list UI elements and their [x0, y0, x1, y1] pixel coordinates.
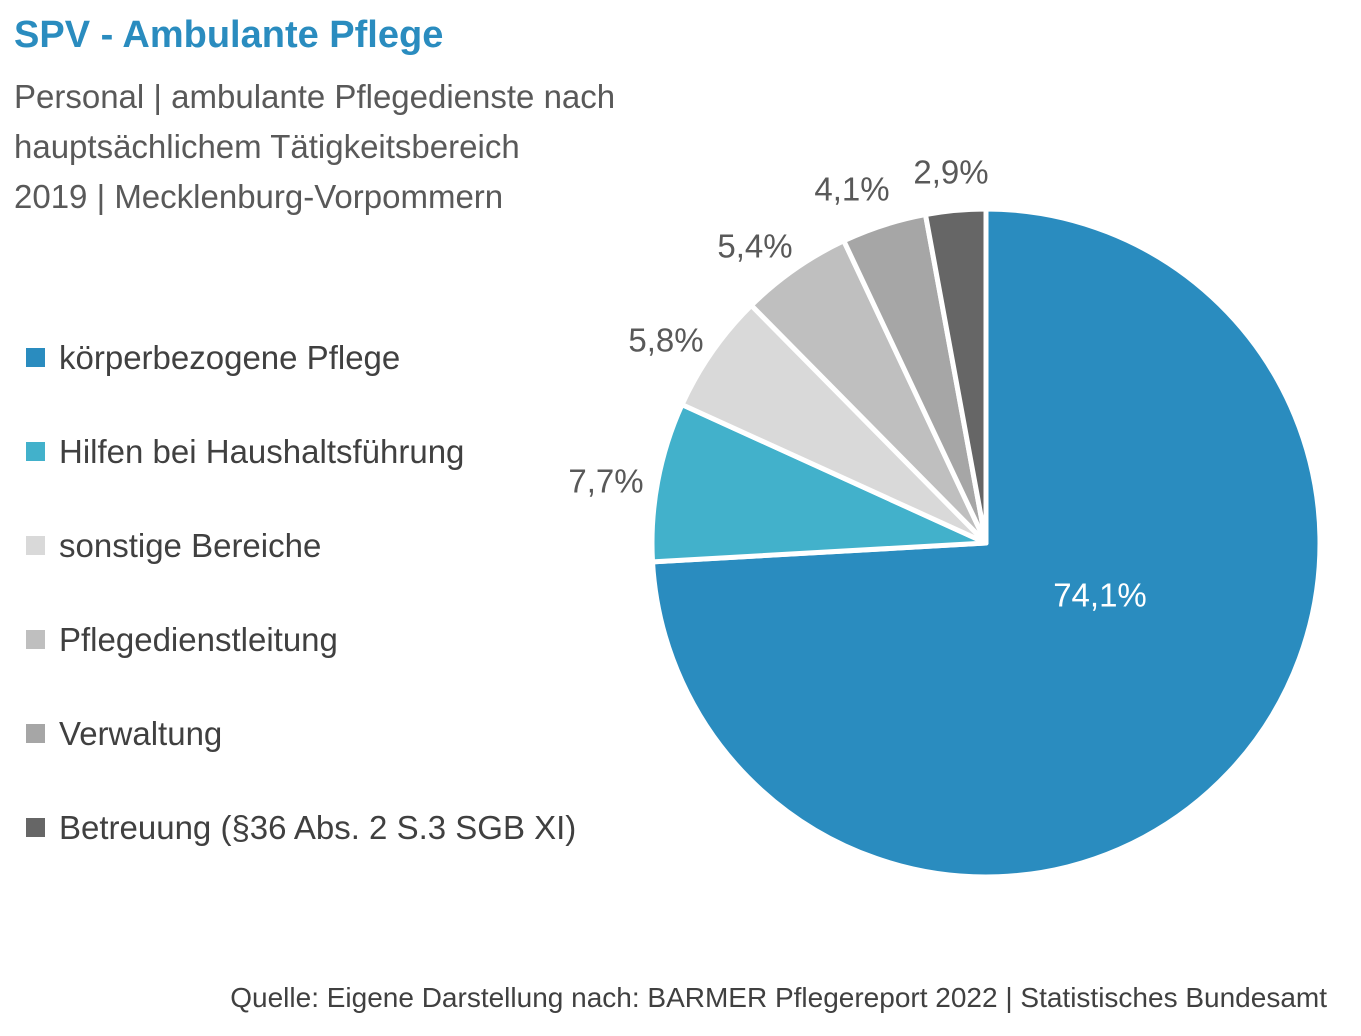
legend-swatch — [26, 347, 45, 367]
chart-subtitle-line-1: Personal | ambulante Pflegedienste nach — [14, 78, 616, 115]
data-label-3: 5,8% — [628, 322, 703, 359]
legend-swatch — [26, 535, 45, 555]
legend-swatch — [26, 629, 45, 649]
legend-item-2: Hilfen bei Haushaltsführung — [26, 404, 576, 498]
legend-label: Pflegedienstleitung — [59, 620, 338, 658]
data-label-6: 2,9% — [913, 154, 988, 191]
chart-subtitle-line-2: hauptsächlichem Tätigkeitsbereich — [14, 128, 520, 165]
pie-slice-6 — [922, 206, 989, 546]
legend-swatch — [26, 441, 45, 461]
legend-swatch — [26, 723, 45, 743]
legend-label: Betreuung (§36 Abs. 2 S.3 SGB XI) — [59, 808, 577, 846]
legend-label: sonstige Bereiche — [59, 526, 322, 564]
legend-item-3: sonstige Bereiche — [26, 498, 576, 592]
legend-label: körperbezogene Pflege — [59, 338, 401, 376]
legend-item-4: Pflegedienstleitung — [26, 592, 576, 686]
pie-slice-2 — [649, 402, 989, 565]
data-label-5: 4,1% — [814, 171, 889, 208]
chart-legend: körperbezogene Pflege Hilfen bei Haushalt… — [26, 310, 576, 874]
legend-label: Hilfen bei Haushaltsführung — [59, 432, 465, 470]
legend-item-6: Betreuung (§36 Abs. 2 S.3 SGB XI) — [26, 780, 576, 874]
data-label-2: 7,7% — [568, 463, 643, 500]
legend-swatch — [26, 817, 45, 837]
legend-item-5: Verwaltung — [26, 686, 576, 780]
legend-label: Verwaltung — [59, 714, 223, 752]
legend-item-1: körperbezogene Pflege — [26, 310, 576, 404]
chart-subtitle-line-3: 2019 | Mecklenburg-Vorpommern — [14, 178, 504, 215]
data-label-1: 74,1% — [1053, 577, 1147, 614]
chart-title: SPV - Ambulante Pflege — [14, 14, 444, 56]
data-label-4: 5,4% — [717, 228, 792, 265]
source-note: Quelle: Eigene Darstellung nach: BARMER … — [230, 982, 1327, 1013]
